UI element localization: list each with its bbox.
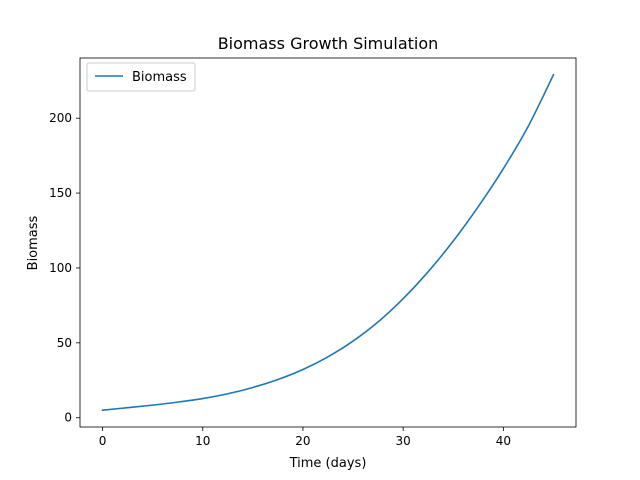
- chart-title: Biomass Growth Simulation: [218, 34, 439, 53]
- y-tick-label: 50: [57, 336, 72, 350]
- y-tick-label: 200: [49, 111, 72, 125]
- ticks-layer: 0 10 20 30 40 0 50 100 150 200: [49, 111, 511, 448]
- y-tick-label: 150: [49, 186, 72, 200]
- x-tick-label: 20: [295, 434, 310, 448]
- legend: Biomass: [86, 62, 196, 92]
- x-axis-label: Time (days): [289, 456, 367, 471]
- x-tick-label: 40: [496, 434, 511, 448]
- x-tick-label: 30: [396, 434, 411, 448]
- x-tick-label: 10: [195, 434, 210, 448]
- plot-frame: [79, 57, 577, 428]
- legend-label-biomass: Biomass: [132, 70, 187, 85]
- y-axis-label: Biomass: [26, 215, 41, 270]
- series-line-biomass: [101, 73, 555, 412]
- y-tick-label: 0: [64, 411, 72, 425]
- y-tick-label: 100: [49, 261, 72, 275]
- x-tick-label: 0: [99, 434, 107, 448]
- legend-box: [86, 62, 196, 92]
